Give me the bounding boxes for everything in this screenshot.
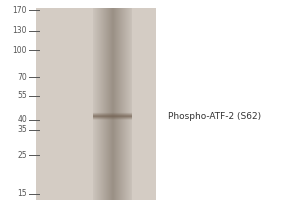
Bar — [36, 8, 156, 200]
Text: VEC A549: VEC A549 — [90, 0, 135, 2]
Text: 130: 130 — [13, 26, 27, 35]
Text: 55: 55 — [17, 91, 27, 100]
Text: 70: 70 — [17, 73, 27, 82]
Text: Phospho-ATF-2 (S62): Phospho-ATF-2 (S62) — [168, 112, 261, 121]
Text: 35: 35 — [17, 125, 27, 134]
Text: 100: 100 — [13, 46, 27, 55]
Text: 40: 40 — [17, 115, 27, 124]
Text: 25: 25 — [17, 151, 27, 160]
Text: 15: 15 — [17, 189, 27, 198]
Text: 170: 170 — [13, 6, 27, 15]
